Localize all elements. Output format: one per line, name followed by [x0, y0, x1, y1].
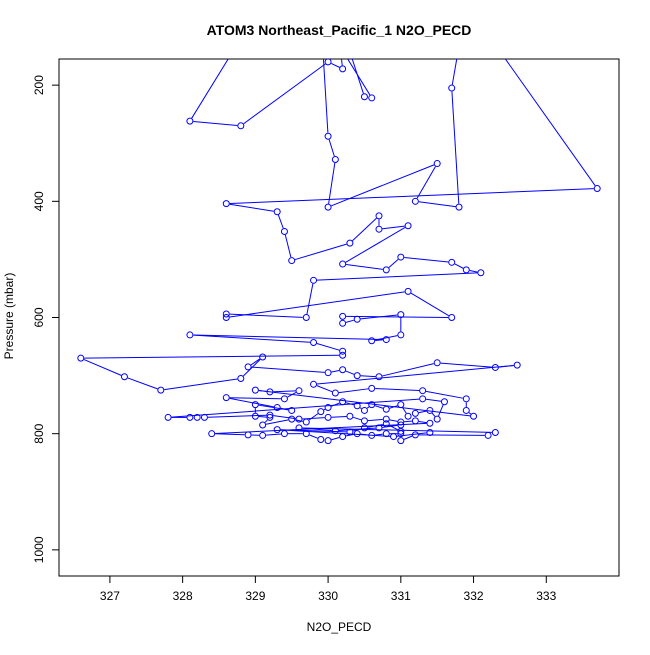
series-segment	[259, 417, 267, 418]
series-segment	[324, 409, 325, 410]
y-tick-label: 200	[32, 75, 46, 95]
x-tick-label: 330	[318, 589, 338, 603]
y-tick-label: 400	[32, 191, 46, 211]
y-tick-label: 600	[32, 307, 46, 327]
y-tick-label: 1000	[32, 536, 46, 563]
x-tick-label: 331	[391, 589, 411, 603]
x-tick-label: 329	[245, 589, 265, 603]
chart-title: ATOM3 Northeast_Pacific_1 N2O_PECD	[207, 22, 472, 38]
y-tick-label: 800	[32, 423, 46, 443]
series-segment	[404, 421, 412, 422]
y-axis-label: Pressure (mbar)	[2, 273, 16, 360]
x-tick-label: 327	[100, 589, 120, 603]
x-tick-label: 332	[464, 589, 484, 603]
x-tick-label: 333	[536, 589, 556, 603]
x-axis-label: N2O_PECD	[307, 620, 372, 634]
x-tick-label: 328	[173, 589, 193, 603]
